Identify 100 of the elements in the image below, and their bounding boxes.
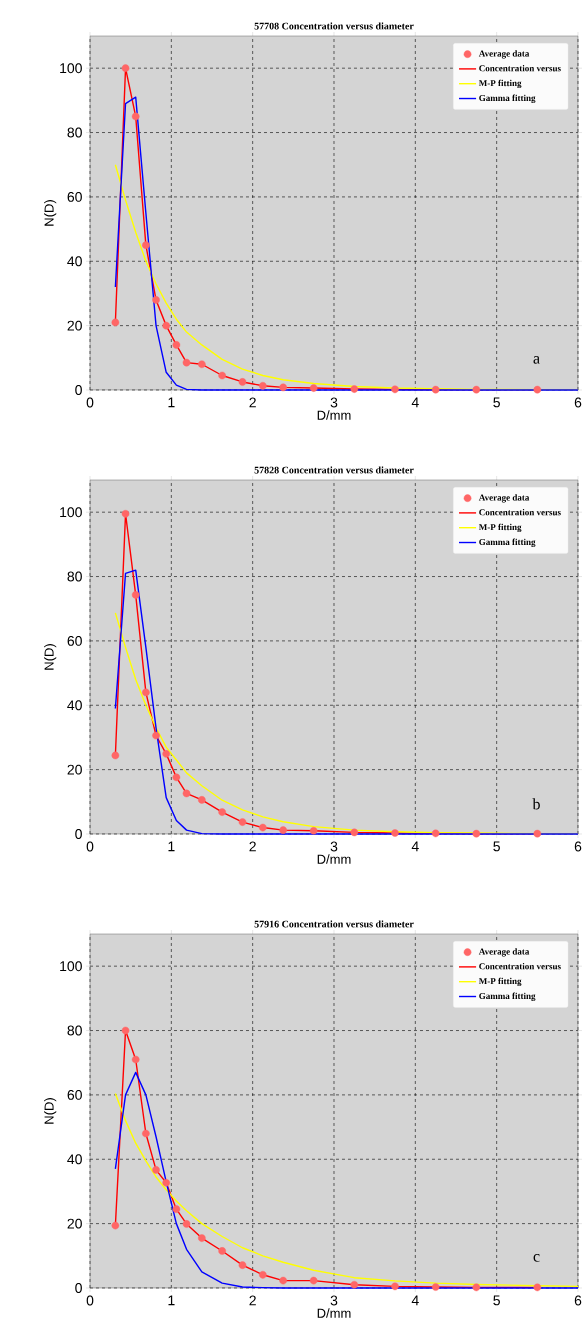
point [182,358,191,367]
point [162,750,171,758]
point [238,378,247,386]
point [152,731,160,740]
y-tick-label: 0 [75,829,82,839]
point [172,341,181,349]
point [111,751,120,760]
point [182,789,191,798]
x-tick-label: 0 [86,397,94,408]
point [238,1261,247,1269]
point [350,385,359,393]
point [472,829,481,838]
point [533,385,542,394]
point [259,382,267,390]
point [309,1276,318,1285]
x-tick-label: 4 [411,841,419,852]
y-tick-label: 100 [60,961,82,972]
point [259,823,267,832]
annotation: a [533,356,540,364]
point [121,509,130,518]
point [391,385,399,394]
x-axis-title: D/mm [317,410,351,420]
x-tick-label: 4 [411,1295,419,1306]
x-tick-label: 3 [330,1295,338,1306]
legend-label: Gamma fitting [479,94,536,103]
point [309,826,318,835]
point [162,1178,171,1187]
point [218,371,226,380]
point [350,1280,359,1289]
x-tick-label: 3 [330,841,338,852]
x-tick-label: 6 [574,841,582,852]
y-tick-label: 60 [67,191,82,202]
legend-label: M-P fitting [478,523,522,533]
point [279,1276,287,1285]
point [259,1270,267,1279]
y-axis-title: N(D) [44,644,57,670]
y-tick-label: 0 [75,385,82,395]
point [121,64,130,72]
y-tick-label: 20 [67,320,82,331]
y-tick-label: 0 [75,1283,82,1293]
annotation: b [532,798,540,810]
legend-label: Average data [478,948,530,957]
y-tick-label: 80 [67,1025,82,1036]
legend-label: Average data [478,494,530,503]
x-tick-label: 5 [493,1295,500,1306]
point [198,796,206,804]
x-tick-label: 1 [168,1295,175,1306]
legend-label: Gamma fitting [479,992,536,1001]
x-tick-label: 2 [249,397,256,408]
y-axis-title: N(D) [44,200,57,226]
y-tick-label: 60 [67,635,82,646]
legend-label: M-P fitting [478,977,522,987]
point [152,1166,160,1174]
x-tick-label: 5 [493,841,500,852]
legend-label: Gamma fitting [479,538,536,547]
chart-title: 57916 Concentration versus diameter [254,920,414,928]
x-tick-label: 0 [86,1295,94,1306]
point [431,1283,440,1291]
legend-label: Average data [478,50,530,59]
y-axis-title: N(D) [44,1098,57,1124]
point [238,818,247,826]
point [391,1282,399,1291]
point [279,826,287,834]
point [218,808,226,816]
point [111,318,120,327]
y-tick-label: 80 [67,571,82,582]
x-tick-label: 3 [330,397,338,408]
point [131,1055,140,1064]
y-tick-label: 40 [67,1154,82,1165]
y-tick-label: 20 [67,764,82,775]
x-tick-label: 0 [86,841,94,852]
point [131,112,140,121]
point [350,828,359,837]
point [391,829,399,837]
chart-title: 57828 Concentration versus diameter [254,466,414,474]
point [431,385,440,394]
point [111,1221,120,1230]
point [279,383,287,392]
x-tick-label: 2 [249,1295,256,1306]
legend-label: Concentration versus [479,963,561,970]
point [198,360,206,369]
legend-label: M-P fitting [478,79,522,89]
point [142,1129,150,1138]
point [131,591,140,599]
x-tick-label: 6 [574,397,582,408]
point [472,385,481,394]
chart-title: 57708 Concentration versus diameter [254,22,414,30]
x-tick-label: 1 [168,397,175,408]
point [218,1247,226,1255]
annotation: c [533,1254,540,1262]
y-tick-label: 40 [67,256,82,267]
y-tick-label: 100 [60,507,82,518]
legend-label: Concentration versus [479,509,561,516]
legend-label: Concentration versus [479,65,561,72]
point [309,384,318,392]
point [533,829,542,838]
x-tick-label: 1 [168,841,175,852]
point [182,1220,191,1228]
y-tick-label: 60 [67,1089,82,1100]
point [172,773,181,782]
